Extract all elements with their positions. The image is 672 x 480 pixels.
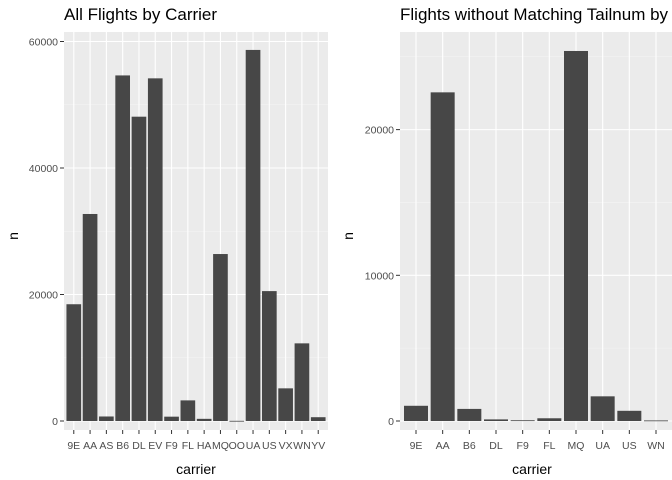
bar-WN [644,420,668,422]
y-axis-right: 0 10000 20000 [365,125,400,428]
bar-OO [229,420,245,422]
x-axis-left: 9E AA AS B6 DL EV F9 FL HA MQ OO UA US VX WN YV [67,430,325,452]
x-tick-label: US [262,440,277,452]
bar-F9 [164,416,179,421]
y-tick-label: 0 [388,416,394,428]
x-tick-label: YV [311,440,325,452]
y-tick-label: 20000 [365,125,394,137]
bar-DL [484,419,508,421]
x-tick-label: DL [132,440,146,452]
y-tick-label: 40000 [29,163,58,175]
bar-FL [537,418,562,421]
x-tick-label: WN [647,440,665,452]
y-axis-title-right: n [340,232,356,240]
bar-B6 [457,408,482,421]
y-tick-label: 10000 [365,270,394,282]
bar-UA [590,396,615,421]
bar-EV [147,78,163,422]
x-tick-label: WN [293,440,311,452]
bar-MQ [564,50,588,421]
x-tick-label: VX [279,440,293,452]
x-tick-label: UA [595,440,610,452]
bar-F9 [510,420,535,422]
x-tick-label: MQ [212,440,229,452]
bars-right [404,50,668,422]
x-tick-label: F9 [517,440,529,452]
bar-9E [404,405,428,421]
x-tick-label: MQ [568,440,585,452]
x-tick-label: US [622,440,637,452]
bar-HA [196,418,212,421]
x-tick-label: F9 [165,440,177,452]
x-tick-label: AS [99,440,113,452]
x-tick-label: 9E [410,440,423,452]
bar-YV [310,417,326,421]
y-axis-left: 0 20000 40000 60000 [29,36,64,428]
x-axis-title-right: carrier [512,461,552,477]
chart-title-no-tailnum: Flights without Matching Tailnum by Carr… [400,5,672,24]
x-tick-label: AA [83,440,97,452]
bar-9E [66,304,82,421]
bar-AS [99,416,114,421]
bar-AA [82,213,98,421]
bar-DL [131,116,147,422]
y-axis-title-left: n [5,232,21,240]
x-tick-label: OO [229,440,245,452]
y-tick-label: 20000 [29,289,58,301]
x-tick-label: FL [182,440,194,452]
bar-B6 [115,75,130,422]
bar-US [617,410,642,421]
y-tick-label: 60000 [29,36,58,48]
x-tick-label: 9E [67,440,80,452]
bar-MQ [213,254,228,421]
y-tick-label: 0 [52,416,58,428]
chart-title-all-flights: All Flights by Carrier [64,5,217,24]
x-tick-label: B6 [116,440,129,452]
x-tick-label: HA [197,440,212,452]
bar-AA [430,92,455,421]
x-tick-label: UA [246,440,261,452]
x-axis-title-left: carrier [176,461,216,477]
x-tick-label: EV [148,440,162,452]
x-tick-label: B6 [463,440,476,452]
bars-left [66,49,326,422]
x-axis-right: 9E AA B6 DL F9 FL MQ UA US WN [410,430,665,452]
x-tick-label: AA [436,440,450,452]
x-tick-label: DL [489,440,503,452]
bar-VX [278,388,293,421]
bar-FL [180,400,196,421]
bar-WN [294,343,310,421]
x-tick-label: FL [543,440,555,452]
bar-US [262,291,277,421]
bar-UA [245,49,261,422]
